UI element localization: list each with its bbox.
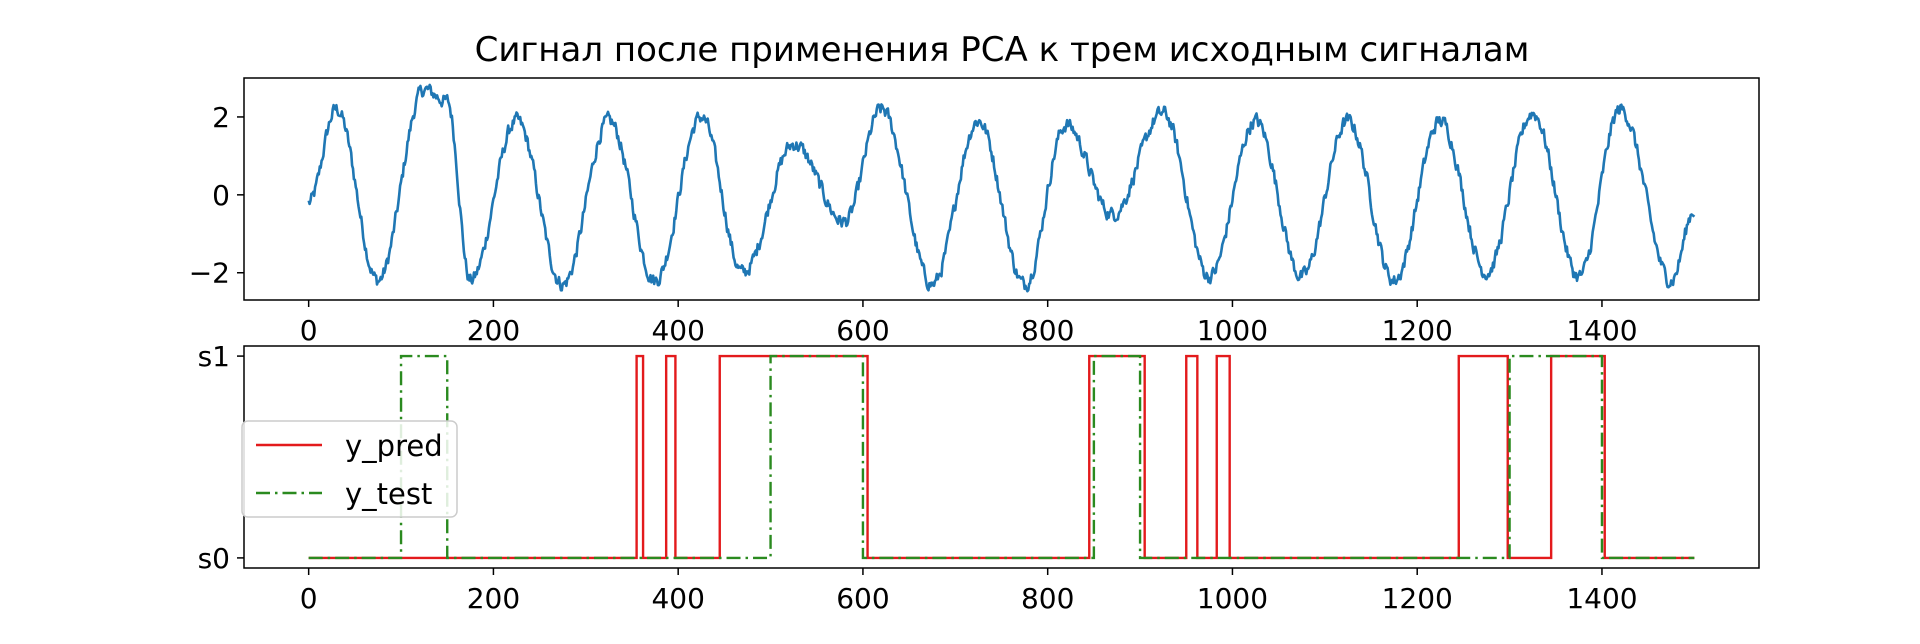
top-x-tick-label: 400: [651, 314, 704, 347]
top-x-tick-label: 1400: [1566, 314, 1637, 347]
bottom-x-tick-label: 1000: [1197, 582, 1268, 615]
bottom-axes: 0 200 400 600 800 1000 1200 1400 s0 s1 y_pred y_…: [198, 340, 1760, 615]
bottom-axes-frame: [243, 345, 1760, 569]
legend-y-test-label: y_test: [345, 477, 432, 511]
top-y-ticks: −2 0 2: [189, 101, 244, 290]
bottom-y-tick-label: s1: [198, 340, 230, 373]
bottom-x-tick-label: 200: [467, 582, 520, 615]
top-x-tick-label: 200: [467, 314, 520, 347]
top-x-tick-label: 0: [300, 314, 318, 347]
chart-title: Сигнал после применения PCA к трем исход…: [475, 30, 1530, 70]
bottom-x-tick-label: 1400: [1566, 582, 1637, 615]
top-y-tick-label: 0: [212, 179, 230, 212]
top-y-tick-label: −2: [189, 257, 230, 290]
bottom-x-tick-label: 800: [1021, 582, 1074, 615]
y-pred-line: [308, 354, 1695, 560]
bottom-y-ticks: s0 s1: [198, 340, 244, 575]
bottom-x-tick-label: 1200: [1382, 582, 1453, 615]
bottom-x-tick-label: 400: [651, 582, 704, 615]
top-x-tick-label: 1000: [1197, 314, 1268, 347]
top-axes: 0 200 400 600 800 1000 1200 1400 −2 0 2: [189, 77, 1760, 347]
legend-y-pred-label: y_pred: [345, 429, 443, 463]
y-test-line: [308, 354, 1695, 560]
top-x-tick-label: 600: [836, 314, 889, 347]
top-x-tick-label: 800: [1021, 314, 1074, 347]
bottom-x-ticks: 0 200 400 600 800 1000 1200 1400: [300, 568, 1638, 615]
signal-line: [307, 83, 1696, 293]
bottom-x-tick-label: 0: [300, 582, 318, 615]
top-axes-frame: [243, 77, 1760, 301]
top-x-ticks: 0 200 400 600 800 1000 1200 1400: [300, 300, 1638, 347]
bottom-x-tick-label: 600: [836, 582, 889, 615]
top-y-tick-label: 2: [212, 101, 230, 134]
bottom-y-tick-label: s0: [198, 542, 230, 575]
top-x-tick-label: 1200: [1382, 314, 1453, 347]
legend: y_pred y_test: [241, 420, 458, 518]
